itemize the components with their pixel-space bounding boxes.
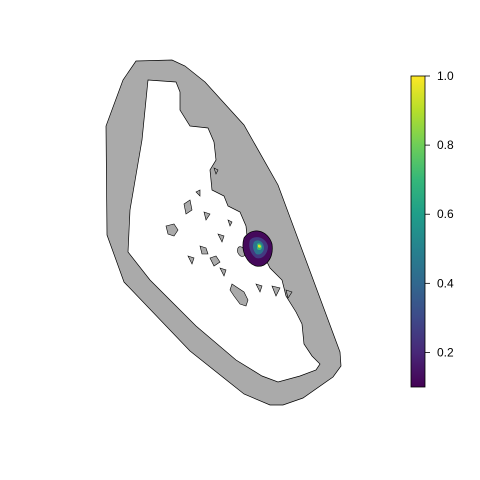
island <box>203 211 211 221</box>
island-large <box>229 283 249 307</box>
island <box>217 233 225 243</box>
island <box>219 267 227 277</box>
colorbar-tick-label: 0.6 <box>437 207 454 221</box>
island <box>165 223 179 237</box>
island <box>271 285 281 297</box>
colorbar-tick-label: 0.8 <box>437 138 454 152</box>
colorbar-tick-label: 1.0 <box>437 69 454 83</box>
islands <box>165 167 293 307</box>
probability-hotspot <box>242 230 273 267</box>
island <box>227 219 233 227</box>
colorbar-legend: 1.0 0.8 0.6 0.4 0.2 <box>410 69 454 388</box>
colorbar-tick-label: 0.2 <box>437 345 454 359</box>
colorbar-gradient <box>410 75 426 388</box>
island <box>195 189 201 197</box>
island <box>209 255 221 267</box>
hotspot-outline <box>242 230 273 267</box>
island <box>213 167 219 175</box>
island <box>183 199 193 215</box>
island <box>285 289 293 299</box>
buffer-zone <box>105 59 342 406</box>
colorbar-ticks: 1.0 0.8 0.6 0.4 0.2 <box>425 69 454 359</box>
island <box>187 255 195 265</box>
hotspot-layer <box>258 244 261 248</box>
island <box>255 283 263 293</box>
island <box>199 245 209 255</box>
colorbar-tick-label: 0.4 <box>437 276 454 290</box>
